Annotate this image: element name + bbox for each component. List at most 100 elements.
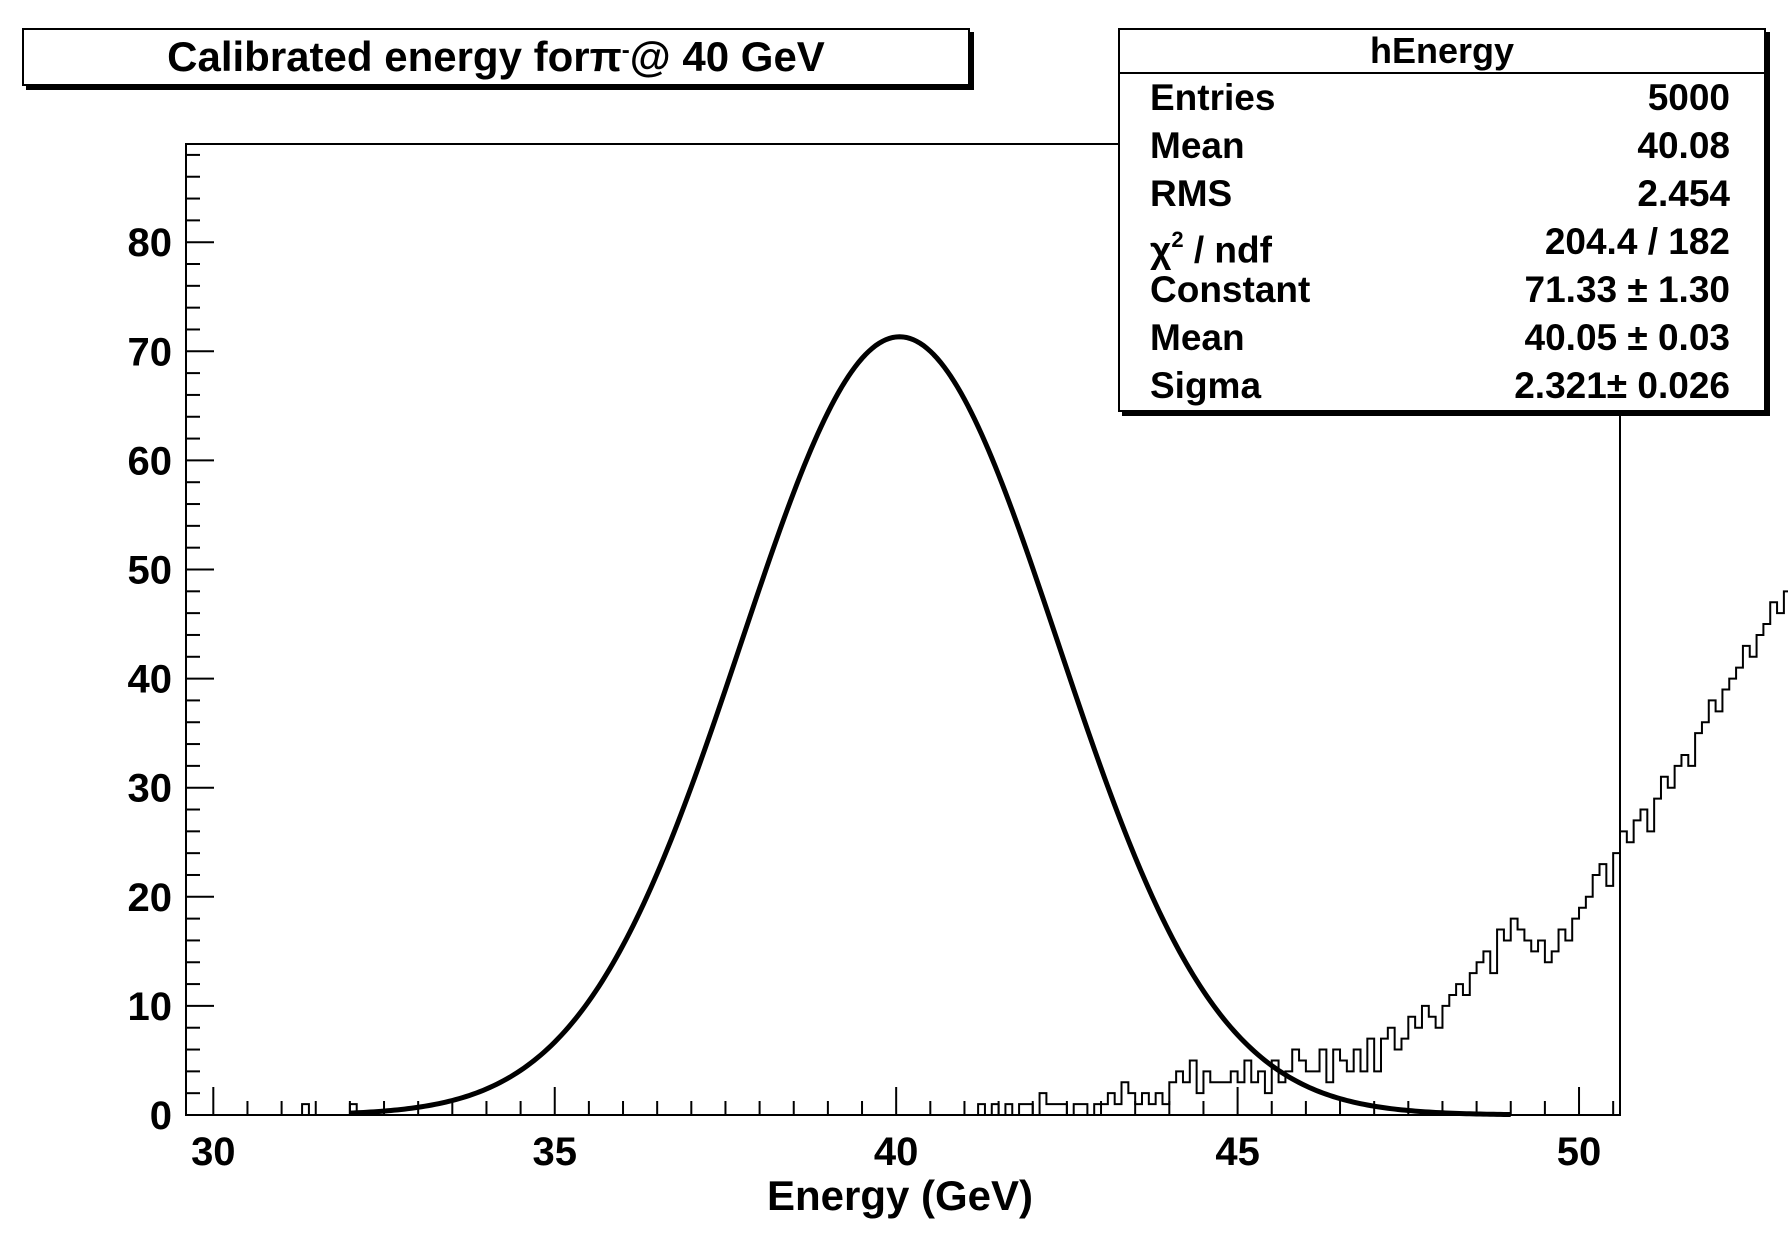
histogram-bin xyxy=(1162,1104,1169,1115)
stats-label: RMS xyxy=(1150,173,1233,214)
histogram-bin xyxy=(1627,842,1634,1115)
chart-title-suffix: @ 40 GeV xyxy=(629,33,825,80)
stats-label: χ2 / ndf xyxy=(1150,218,1272,270)
histogram-bin xyxy=(1244,1060,1251,1115)
stats-value: 40.08 xyxy=(1637,125,1730,166)
histogram-bin xyxy=(1722,690,1729,1115)
stats-row-constant: Constant 71.33 ± 1.30 xyxy=(1120,266,1764,314)
histogram-bin xyxy=(1026,1104,1033,1115)
x-tick-label: 30 xyxy=(191,1130,236,1174)
y-tick-label: 50 xyxy=(128,548,173,592)
stats-title: hEnergy xyxy=(1120,30,1764,74)
histogram-bin xyxy=(1135,1104,1142,1115)
histogram-bin xyxy=(1340,1060,1347,1115)
histogram-bin xyxy=(1210,1082,1217,1115)
stats-row-rms: RMS 2.454 xyxy=(1120,170,1764,218)
histogram-bin xyxy=(1231,1071,1238,1115)
x-tick-label: 50 xyxy=(1557,1130,1602,1174)
stats-label: Mean xyxy=(1150,125,1245,166)
histogram-bin xyxy=(1770,602,1777,1115)
histogram-bin xyxy=(1600,864,1607,1115)
y-axis: 0 10 20 30 40 50 60 70 80 xyxy=(128,153,214,1138)
histogram-bin xyxy=(1040,1093,1047,1115)
histogram-bin xyxy=(1156,1093,1163,1115)
histogram-bin xyxy=(1483,951,1490,1115)
histogram-bin xyxy=(1408,1017,1415,1115)
histogram-bin xyxy=(1101,1104,1108,1115)
histogram-bin xyxy=(1552,951,1559,1115)
histogram-bin xyxy=(1470,973,1477,1115)
histogram-bin xyxy=(1333,1050,1340,1115)
histogram-bin xyxy=(1128,1093,1135,1115)
histogram-bin xyxy=(1251,1082,1258,1115)
x-tick-label: 40 xyxy=(874,1130,919,1174)
stats-label: Entries xyxy=(1150,77,1276,118)
histogram-bin xyxy=(1524,940,1531,1115)
histogram-bin xyxy=(1647,831,1654,1115)
histogram-bin xyxy=(1593,875,1600,1115)
stats-value: 5000 xyxy=(1647,77,1730,118)
histogram-bin xyxy=(1784,591,1788,1115)
stats-row-entries: Entries 5000 xyxy=(1120,74,1764,122)
histogram-bin xyxy=(1279,1082,1286,1115)
histogram-bin xyxy=(1442,1006,1449,1115)
y-tick-label: 0 xyxy=(150,1094,172,1138)
histogram-bin xyxy=(1572,919,1579,1115)
histogram-bin xyxy=(1463,995,1470,1115)
histogram-bin xyxy=(1046,1104,1053,1115)
histogram-bin xyxy=(1422,1006,1429,1115)
histogram-bin xyxy=(1149,1104,1156,1115)
stats-value: 204.4 / 182 xyxy=(1544,221,1730,262)
histogram-bin xyxy=(1477,962,1484,1115)
histogram-bin xyxy=(1511,919,1518,1115)
histogram-bin xyxy=(1729,679,1736,1115)
histogram-bin xyxy=(1108,1093,1115,1115)
histogram-bin xyxy=(1265,1093,1272,1115)
y-tick-label: 70 xyxy=(128,330,173,374)
stats-value: 2.321± 0.026 xyxy=(1514,365,1730,406)
histogram-bin xyxy=(1538,940,1545,1115)
stats-row-mean: Mean 40.08 xyxy=(1120,122,1764,170)
y-tick-label: 30 xyxy=(128,767,173,811)
histogram-bin xyxy=(1401,1039,1408,1115)
histogram-bin xyxy=(1757,635,1764,1115)
ndf-label: / ndf xyxy=(1183,229,1272,271)
histogram-series xyxy=(213,590,1788,1116)
histogram-bin xyxy=(1559,930,1566,1115)
histogram-bin xyxy=(1777,613,1784,1115)
histogram-bin xyxy=(1490,973,1497,1115)
histogram-bin xyxy=(1060,1104,1067,1115)
histogram-bin xyxy=(1518,930,1525,1115)
chart-title-prefix: Calibrated energy for xyxy=(167,33,590,80)
chi-symbol: χ xyxy=(1150,229,1172,271)
stats-value: 40.05 ± 0.03 xyxy=(1524,317,1730,358)
stats-row-chi2: χ2 / ndf 204.4 / 182 xyxy=(1120,218,1764,270)
histogram-bin xyxy=(1388,1028,1395,1115)
histogram-bin xyxy=(1074,1104,1081,1115)
histogram-bin xyxy=(1169,1082,1176,1115)
histogram-bin xyxy=(1634,820,1641,1115)
histogram-bin xyxy=(1122,1082,1129,1115)
stats-label: Constant xyxy=(1150,269,1311,310)
histogram-bin xyxy=(1005,1104,1012,1115)
histogram-bin xyxy=(1716,711,1723,1115)
stats-row-sigma: Sigma 2.321± 0.026 xyxy=(1120,362,1764,410)
histogram-bin xyxy=(1668,788,1675,1115)
chart-title-box: Calibrated energy for π- @ 40 GeV xyxy=(22,28,970,86)
histogram-bin xyxy=(1258,1071,1265,1115)
histogram-bin xyxy=(1661,777,1668,1115)
stats-value: 2.454 xyxy=(1637,173,1730,214)
histogram-bin xyxy=(1504,940,1511,1115)
histogram-bin xyxy=(1640,810,1647,1115)
histogram-bin xyxy=(1142,1093,1149,1115)
chart-title-particle: π xyxy=(589,33,622,80)
histogram-bin xyxy=(1736,668,1743,1115)
histogram-bin xyxy=(1709,700,1716,1115)
histogram-bin xyxy=(1094,1104,1101,1115)
histogram-bin xyxy=(1415,1028,1422,1115)
y-tick-label: 20 xyxy=(128,876,173,920)
histogram-bin xyxy=(1449,995,1456,1115)
histogram-bin xyxy=(978,1104,985,1115)
histogram-bin xyxy=(1217,1082,1224,1115)
histogram-bin xyxy=(1681,755,1688,1115)
